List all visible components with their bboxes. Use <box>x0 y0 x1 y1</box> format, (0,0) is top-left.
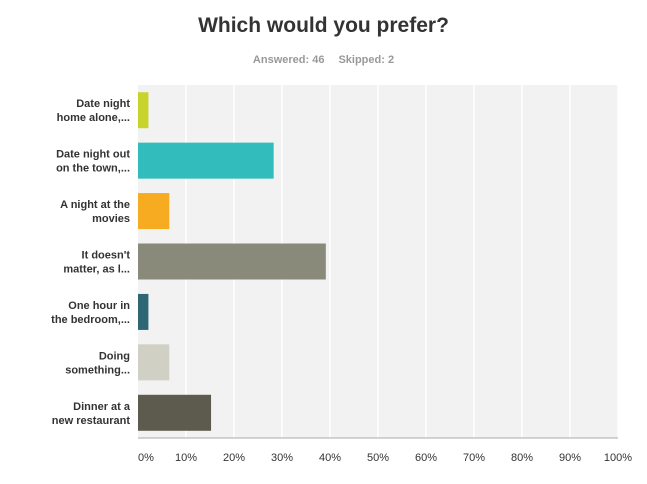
x-tick-label: 0% <box>138 452 154 464</box>
bar-1[interactable] <box>138 142 274 179</box>
category-label: something... <box>65 364 130 376</box>
x-tick-label: 10% <box>175 452 197 464</box>
response-summary: Answered: 46 Skipped: 2 <box>0 54 647 66</box>
category-label: Dinner at a <box>73 401 131 413</box>
category-label: One hour in <box>68 300 130 312</box>
category-label: the bedroom,... <box>51 314 130 326</box>
x-tick-label: 80% <box>511 452 533 464</box>
x-tick-labels: 0% 10% 20% 30% 40% 50% 60% 70% 80% 90% 100% <box>138 452 632 464</box>
x-tick-label: 30% <box>271 452 293 464</box>
bars <box>138 92 326 431</box>
chart-title: Which would you prefer? <box>198 14 449 37</box>
category-label: home alone,... <box>57 112 130 124</box>
category-labels: Date night home alone,... Date night out on… <box>51 98 131 427</box>
x-tick-label: 40% <box>319 452 341 464</box>
category-label: on the town,... <box>56 163 130 175</box>
bar-6[interactable] <box>138 394 212 431</box>
category-label: A night at the <box>60 199 130 211</box>
x-tick-label: 20% <box>223 452 245 464</box>
category-label: Date night out <box>56 149 130 161</box>
answered-count: Answered: 46 <box>252 54 325 66</box>
x-tick-label: 70% <box>463 452 485 464</box>
x-tick-label: 50% <box>367 452 389 464</box>
category-label: Date night <box>76 98 130 110</box>
bar-4[interactable] <box>138 293 149 330</box>
category-label: movies <box>92 213 130 225</box>
bar-0[interactable] <box>138 92 149 129</box>
x-tick-label: 60% <box>415 452 437 464</box>
gridlines <box>185 85 619 438</box>
bar-2[interactable] <box>138 193 170 230</box>
bar-3[interactable] <box>138 243 326 280</box>
x-tick-label: 100% <box>604 452 632 464</box>
x-tick-label: 90% <box>559 452 581 464</box>
skipped-count: Skipped: 2 <box>338 54 395 66</box>
category-label: new restaurant <box>52 415 131 427</box>
bar-5[interactable] <box>138 344 170 381</box>
category-label: It doesn't <box>82 250 131 262</box>
category-label: matter, as l... <box>63 264 130 276</box>
category-label: Doing <box>99 350 130 362</box>
